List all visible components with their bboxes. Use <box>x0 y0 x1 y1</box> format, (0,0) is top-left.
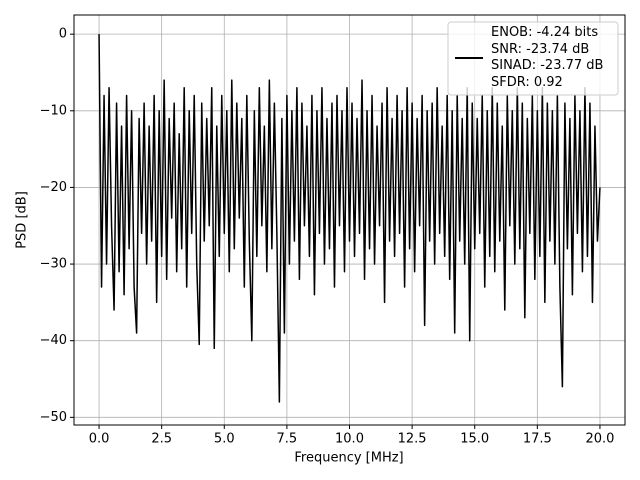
x-tick-label: 2.5 <box>151 432 172 447</box>
data-line <box>98 34 601 403</box>
y-tick-label: −50 <box>40 410 67 425</box>
x-tick-label: 15.0 <box>460 432 489 447</box>
x-tick-label: 17.5 <box>523 432 552 447</box>
y-tick-label: −20 <box>40 180 67 195</box>
legend-label: ENOB: -4.24 bits SNR: -23.74 dB SINAD: -… <box>491 25 604 90</box>
x-tick-label: 10.0 <box>335 432 364 447</box>
x-tick-label: 12.5 <box>398 432 427 447</box>
y-tick-label: 0 <box>59 27 67 42</box>
x-tick-label: 0.0 <box>89 432 110 447</box>
legend-box <box>447 21 619 96</box>
y-tick-label: −40 <box>40 333 67 348</box>
axes-frame <box>73 14 626 426</box>
x-axis-label: Frequency [MHz] <box>294 451 403 466</box>
y-axis-label: PSD [dB] <box>15 191 30 249</box>
plot <box>98 34 601 403</box>
x-tick-label: 20.0 <box>585 432 614 447</box>
y-tick-label: −10 <box>40 103 67 118</box>
grid: 0.0 2.5 5.0 7.5 10.0 12.5 15.0 17.5 20.0 0 −10 −20 −… <box>40 15 625 447</box>
x-tick-label: 5.0 <box>214 432 235 447</box>
x-tick-label: 7.5 <box>277 432 298 447</box>
y-tick-label: −30 <box>40 257 67 272</box>
